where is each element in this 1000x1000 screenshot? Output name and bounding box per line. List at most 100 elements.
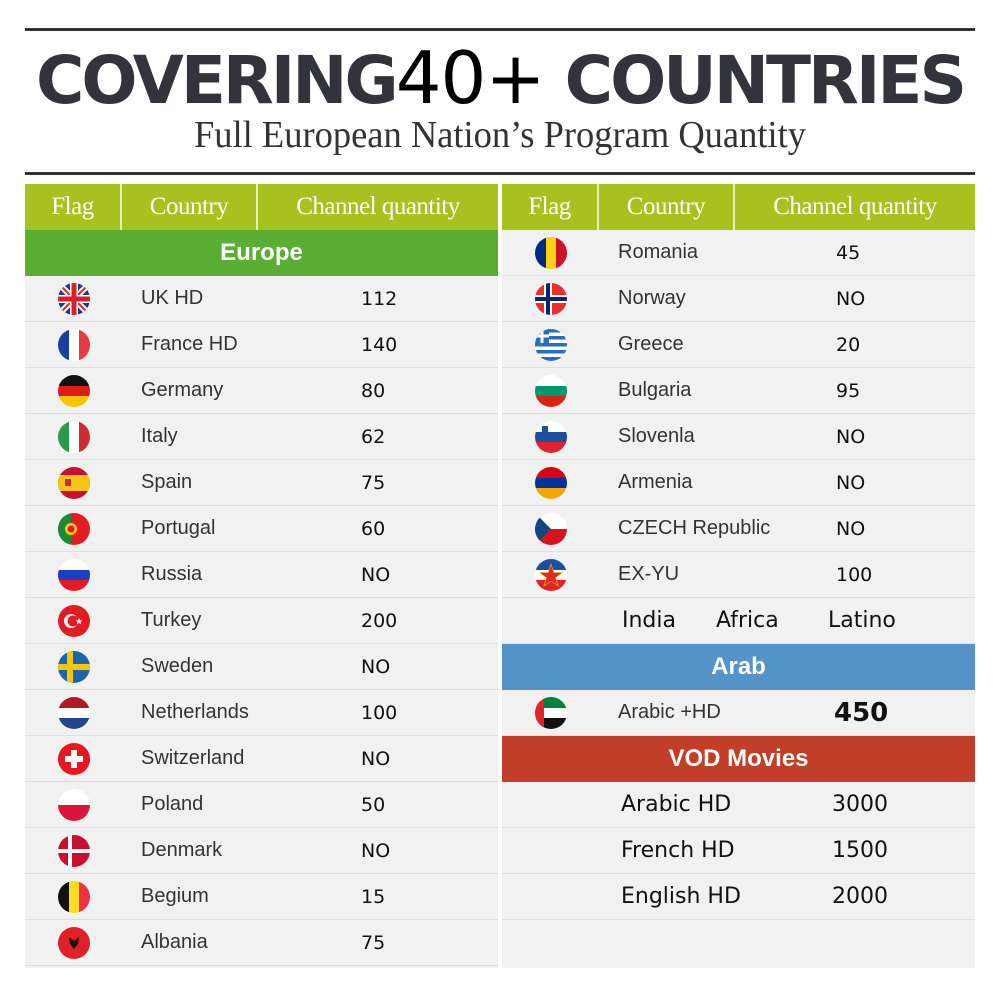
headline: COVERING40+ COUNTRIES bbox=[0, 40, 1000, 119]
sweden-flag-icon bbox=[57, 650, 90, 683]
table-row: Norway NO bbox=[502, 276, 975, 322]
channel-qty: 62 bbox=[361, 425, 386, 448]
channel-qty: NO bbox=[361, 563, 391, 586]
table-row: Poland 50 bbox=[25, 782, 498, 828]
country-name: Begium bbox=[141, 885, 209, 907]
table-row: France HD 140 bbox=[25, 322, 498, 368]
flag-cell bbox=[502, 558, 599, 591]
uk-flag-icon bbox=[57, 282, 90, 315]
flag-cell bbox=[25, 834, 122, 867]
table-row: Russia NO bbox=[25, 552, 498, 598]
vod-qty: 2000 bbox=[832, 884, 888, 909]
table-row: Turkey 200 bbox=[25, 598, 498, 644]
channel-qty: 100 bbox=[361, 701, 398, 724]
flag-cell bbox=[25, 742, 122, 775]
table-row: Germany 80 bbox=[25, 368, 498, 414]
table-row: UK HD 112 bbox=[25, 276, 498, 322]
turkey-flag-icon bbox=[57, 604, 90, 637]
col-country: Country bbox=[599, 184, 735, 230]
france-flag-icon bbox=[57, 328, 90, 361]
col-flag: Flag bbox=[25, 184, 122, 230]
flag-cell bbox=[25, 512, 122, 545]
table-row: Greece 20 bbox=[502, 322, 975, 368]
vod-title: French HD bbox=[621, 838, 735, 863]
channel-qty: 450 bbox=[834, 697, 889, 728]
greece-flag-icon bbox=[534, 328, 567, 361]
section-europe: Europe bbox=[25, 230, 498, 276]
headline-text: COVERING bbox=[35, 42, 399, 119]
region-latino: Latino bbox=[828, 608, 896, 633]
table-row: EX-YU 100 bbox=[502, 552, 975, 598]
channel-qty: 95 bbox=[836, 379, 861, 402]
flag-cell bbox=[25, 604, 122, 637]
flag-cell bbox=[25, 282, 122, 315]
country-name: UK HD bbox=[141, 287, 204, 309]
germany-flag-icon bbox=[57, 374, 90, 407]
netherlands-flag-icon bbox=[57, 696, 90, 729]
channel-qty: 75 bbox=[361, 471, 386, 494]
country-name: Germany bbox=[141, 379, 224, 401]
italy-flag-icon bbox=[57, 420, 90, 453]
flag-cell bbox=[502, 282, 599, 315]
europe-table: Flag Country Channel quantity Europe UK … bbox=[25, 184, 498, 968]
flag-cell bbox=[25, 696, 122, 729]
region-india: India bbox=[622, 608, 676, 633]
country-name: Russia bbox=[141, 563, 203, 585]
belgium-flag-icon bbox=[57, 880, 90, 913]
armenia-flag-icon bbox=[534, 466, 567, 499]
portugal-flag-icon bbox=[57, 512, 90, 545]
norway-flag-icon bbox=[534, 282, 567, 315]
table-row: Netherlands 100 bbox=[25, 690, 498, 736]
misc-regions-row: India Africa Latino bbox=[502, 598, 975, 644]
country-name: Sweden bbox=[141, 655, 214, 677]
table-header: Flag Country Channel quantity bbox=[25, 184, 498, 230]
country-name: EX-YU bbox=[618, 563, 680, 585]
channel-qty: NO bbox=[361, 655, 391, 678]
country-name: France HD bbox=[141, 333, 238, 355]
uae-flag-icon bbox=[534, 696, 567, 729]
channel-qty: 45 bbox=[836, 241, 861, 264]
flag-cell bbox=[25, 788, 122, 821]
col-country: Country bbox=[122, 184, 258, 230]
table-row: Denmark NO bbox=[25, 828, 498, 874]
country-name: Armenia bbox=[618, 471, 693, 493]
country-name: Poland bbox=[141, 793, 204, 815]
flag-cell bbox=[502, 374, 599, 407]
vod-title: Arabic HD bbox=[621, 792, 732, 817]
vod-qty: 1500 bbox=[832, 838, 888, 863]
table-row: Portugal 60 bbox=[25, 506, 498, 552]
channel-qty: 140 bbox=[361, 333, 398, 356]
flag-cell bbox=[25, 466, 122, 499]
channel-qty: 80 bbox=[361, 379, 386, 402]
bulgaria-flag-icon bbox=[534, 374, 567, 407]
table-row: Arabic +HD 450 bbox=[502, 690, 975, 736]
table-row: Slovenla NO bbox=[502, 414, 975, 460]
russia-flag-icon bbox=[57, 558, 90, 591]
table-row: Sweden NO bbox=[25, 644, 498, 690]
channel-qty: 200 bbox=[361, 609, 398, 632]
channel-qty: 20 bbox=[836, 333, 861, 356]
channel-qty: NO bbox=[836, 471, 866, 494]
flag-cell bbox=[502, 236, 599, 269]
slovenia-flag-icon bbox=[534, 420, 567, 453]
flag-cell bbox=[25, 558, 122, 591]
czech-flag-icon bbox=[534, 512, 567, 545]
channel-qty: NO bbox=[361, 839, 391, 862]
channel-qty: 100 bbox=[836, 563, 873, 586]
country-name: Slovenla bbox=[618, 425, 695, 447]
table-row: Bulgaria 95 bbox=[502, 368, 975, 414]
channel-qty: NO bbox=[361, 747, 391, 770]
table-row: Spain 75 bbox=[25, 460, 498, 506]
vod-row: French HD 1500 bbox=[502, 828, 975, 874]
country-name: Albania bbox=[141, 931, 208, 953]
channel-qty: 15 bbox=[361, 885, 386, 908]
country-name: Romania bbox=[618, 241, 699, 263]
channel-qty: 75 bbox=[361, 931, 386, 954]
country-name: Spain bbox=[141, 471, 193, 493]
flag-cell bbox=[25, 374, 122, 407]
channel-qty: 50 bbox=[361, 793, 386, 816]
country-name: Portugal bbox=[141, 517, 216, 539]
headline-text-end: COUNTRIES bbox=[544, 42, 967, 119]
subheadline: Full European Nation’s Program Quantity bbox=[194, 114, 806, 156]
table-row: Albania 75 bbox=[25, 920, 498, 966]
